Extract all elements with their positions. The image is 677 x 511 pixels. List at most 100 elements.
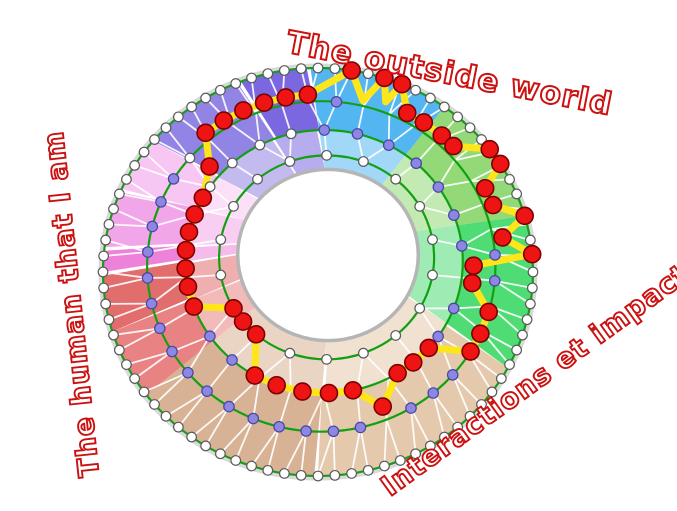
node-white[interactable] [527,266,539,278]
node-white[interactable] [160,410,172,422]
node-purple[interactable] [145,297,158,310]
node-purple[interactable] [456,240,468,252]
node-white[interactable] [511,188,523,200]
node-red[interactable] [179,222,199,242]
node-purple[interactable] [273,420,285,433]
node-red[interactable] [419,338,439,358]
node-red[interactable] [491,154,510,174]
node-white[interactable] [246,72,257,84]
node-white[interactable] [524,298,536,310]
node-white[interactable] [160,122,172,134]
node-white[interactable] [262,464,274,476]
node-red[interactable] [233,312,253,331]
node-white[interactable] [362,464,374,476]
node-white[interactable] [357,156,369,167]
node-white[interactable] [524,234,536,246]
node-red[interactable] [276,88,296,107]
node-white[interactable] [200,440,212,452]
node-white[interactable] [427,269,438,281]
sector-magenta-inner[interactable] [185,244,239,262]
node-purple[interactable] [382,139,395,151]
node-white[interactable] [427,234,438,246]
node-white[interactable] [214,448,226,460]
node-white[interactable] [295,63,307,75]
node-purple[interactable] [141,246,154,258]
node-white[interactable] [284,156,296,167]
node-white[interactable] [511,344,523,356]
node-white[interactable] [410,84,422,96]
node-red[interactable] [245,366,265,385]
node-white[interactable] [357,347,369,359]
node-white[interactable] [486,386,498,398]
node-white[interactable] [329,63,341,75]
node-white[interactable] [321,149,333,161]
node-white[interactable] [285,128,297,140]
node-white[interactable] [172,111,184,123]
node-white[interactable] [278,468,290,479]
node-purple[interactable] [447,302,460,315]
node-red[interactable] [185,205,204,224]
node-red[interactable] [342,61,361,80]
node-white[interactable] [424,440,436,452]
node-white[interactable] [394,455,406,466]
node-red[interactable] [343,380,363,400]
node-white[interactable] [129,160,141,171]
node-white[interactable] [100,234,112,246]
node-white[interactable] [98,250,110,262]
node-purple[interactable] [166,345,178,358]
node-red[interactable] [214,111,234,130]
node-white[interactable] [495,373,507,384]
node-red[interactable] [403,353,423,372]
node-purple[interactable] [146,220,159,233]
node-white[interactable] [278,65,290,76]
node-white[interactable] [379,460,390,472]
node-purple[interactable] [167,173,180,185]
node-white[interactable] [476,134,487,145]
node-red[interactable] [196,123,215,143]
node-white[interactable] [252,173,263,185]
node-white[interactable] [362,68,374,80]
node-red[interactable] [176,240,196,260]
node-red[interactable] [471,324,490,343]
node-white[interactable] [138,386,150,398]
node-white[interactable] [504,173,515,185]
sector-green-bright[interactable] [446,215,533,368]
node-white[interactable] [172,421,184,433]
node-white[interactable] [452,421,464,433]
node-red[interactable] [193,188,213,208]
node-white[interactable] [504,359,515,371]
node-red[interactable] [392,74,412,94]
node-white[interactable] [184,152,196,164]
node-white[interactable] [98,282,110,294]
node-purple[interactable] [300,425,312,437]
node-red[interactable] [515,206,534,226]
node-purple[interactable] [247,412,260,425]
node-purple[interactable] [318,124,331,136]
node-white[interactable] [121,359,132,371]
node-white[interactable] [390,173,402,185]
node-white[interactable] [103,314,115,326]
node-white[interactable] [215,269,227,281]
node-white[interactable] [230,455,242,466]
node-purple[interactable] [330,96,343,108]
sector-red-upper-inner[interactable] [185,255,242,301]
node-white[interactable] [149,399,160,410]
node-white[interactable] [200,92,212,104]
node-red[interactable] [246,325,266,344]
node-purple[interactable] [354,421,367,434]
node-white[interactable] [113,344,125,356]
node-white[interactable] [438,101,450,113]
node-purple[interactable] [155,196,167,208]
node-white[interactable] [410,448,422,460]
node-red[interactable] [522,244,542,264]
node-red[interactable] [432,126,452,145]
node-purple[interactable] [327,425,340,438]
node-white[interactable] [414,200,426,212]
node-red[interactable] [319,383,339,403]
node-white[interactable] [246,460,257,472]
node-white[interactable] [521,314,533,326]
node-purple[interactable] [154,322,166,335]
node-red[interactable] [397,103,417,123]
node-white[interactable] [254,139,266,151]
node-red[interactable] [483,195,503,215]
